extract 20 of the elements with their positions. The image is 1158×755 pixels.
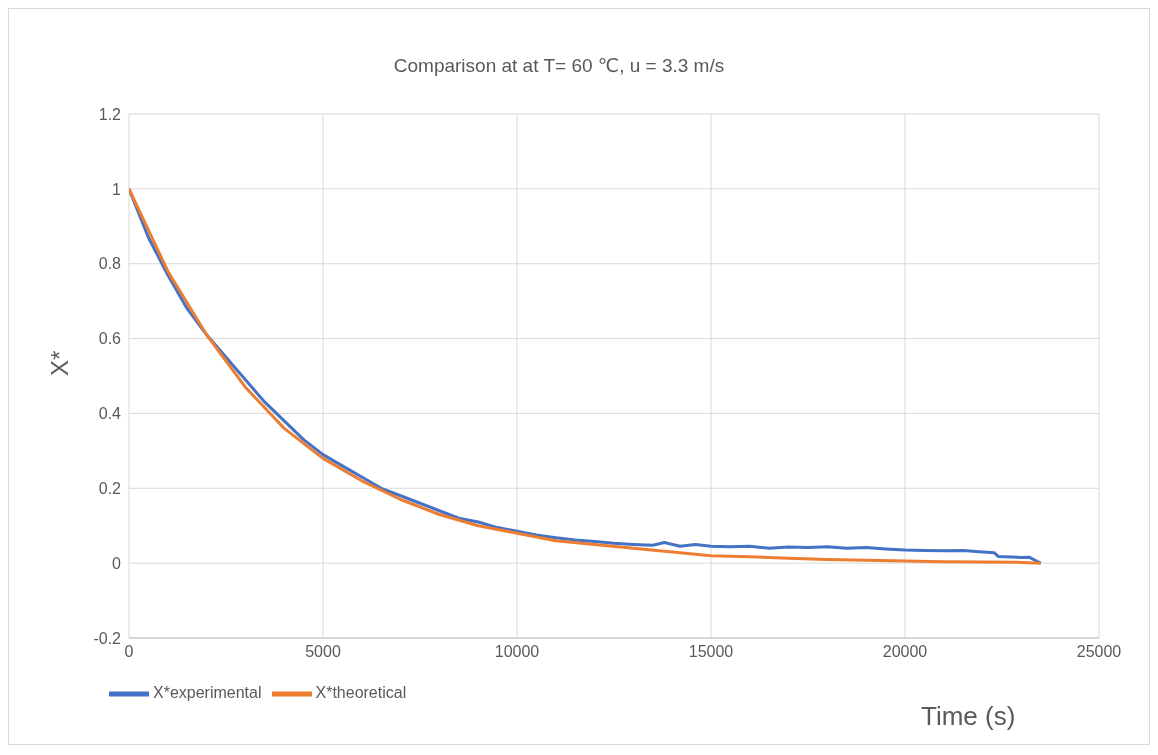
x-tick-label: 0 bbox=[124, 643, 134, 661]
chart-title: Comparison at at T= 60 ℃, u = 3.3 m/s bbox=[392, 54, 726, 77]
y-tick-label: 0 bbox=[112, 554, 122, 572]
x-tick-label: 15000 bbox=[688, 643, 734, 661]
y-tick-label: -0.2 bbox=[93, 629, 122, 647]
line-series bbox=[129, 187, 1043, 565]
y-tick-label: 1 bbox=[112, 180, 122, 198]
y-tick-label: 0.8 bbox=[98, 255, 122, 273]
x-tick-label: 5000 bbox=[305, 643, 341, 661]
y-tick-label: 0.4 bbox=[98, 405, 122, 423]
y-tick-label: 0.2 bbox=[98, 479, 122, 497]
y-axis-title: X* bbox=[45, 350, 73, 376]
legend-label: X*experimental bbox=[153, 684, 262, 702]
legend-label: X*theoretical bbox=[315, 684, 407, 702]
y-tick-label: 0.6 bbox=[98, 330, 122, 348]
x-axis-title: Time (s) bbox=[921, 701, 1016, 732]
x-tick-label: 10000 bbox=[494, 643, 540, 661]
x-tick-label: 25000 bbox=[1076, 643, 1122, 661]
y-tick-label: 1.2 bbox=[98, 105, 122, 123]
x-tick-label: 20000 bbox=[882, 643, 928, 661]
